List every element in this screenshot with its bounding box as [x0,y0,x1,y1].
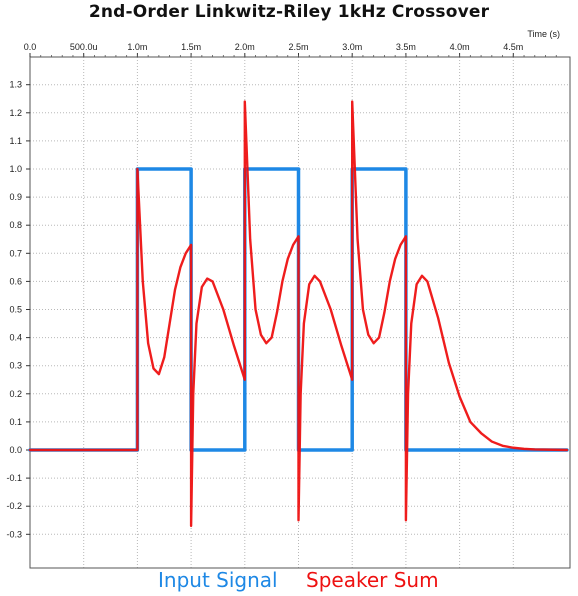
plot-frame [29,56,571,569]
y-tick-label: 1.3 [9,80,22,90]
x-tick-label: 1.5m [181,42,201,52]
x-axis-label: Time (s) [527,29,560,39]
x-tick-label: 4.5m [503,42,523,52]
series [28,100,569,528]
y-tick-label: 0.0 [9,445,22,455]
y-tick-label: 0.9 [9,192,22,202]
y-tick-label: -0.2 [6,501,22,511]
legend-speaker-sum: Speaker Sum [306,568,439,592]
y-tick-label: 0.7 [9,248,22,258]
axes: 0.0 500.0u 1.0m 1.5m 2.0m 2.5m 3.0m 3.5m 4.0m 4.5… [6,29,571,569]
y-tick-label: 0.3 [9,361,22,371]
x-tick-label: 500.0u [70,42,98,52]
x-tick-label: 3.5m [396,42,416,52]
y-tick-label: 0.8 [9,220,22,230]
y-tick-label: 0.2 [9,389,22,399]
y-tick-label: 0.6 [9,276,22,286]
x-tick-label: 3.0m [342,42,362,52]
legend-input-signal: Input Signal [158,568,278,592]
y-tick-label: 1.0 [9,164,22,174]
x-tick-label: 2.0m [235,42,255,52]
series-line-input-signal [28,167,569,452]
x-tick-label: 0.0 [24,42,37,52]
x-tick-label: 2.5m [288,42,308,52]
chart-title: 2nd-Order Linkwitz-Riley 1kHz Crossover [88,2,490,22]
y-tick-label: 0.5 [9,305,22,315]
y-tick-label: 0.4 [9,333,22,343]
y-tick-label: 1.2 [9,108,22,118]
y-tick-label: -0.3 [6,529,22,539]
y-tick-label: 1.1 [9,136,22,146]
series-line-speaker-sum [28,100,569,528]
y-tick-label: 0.1 [9,417,22,427]
x-tick-label: 4.0m [450,42,470,52]
y-tick-label: -0.1 [6,473,22,483]
x-tick-label: 1.0m [127,42,147,52]
